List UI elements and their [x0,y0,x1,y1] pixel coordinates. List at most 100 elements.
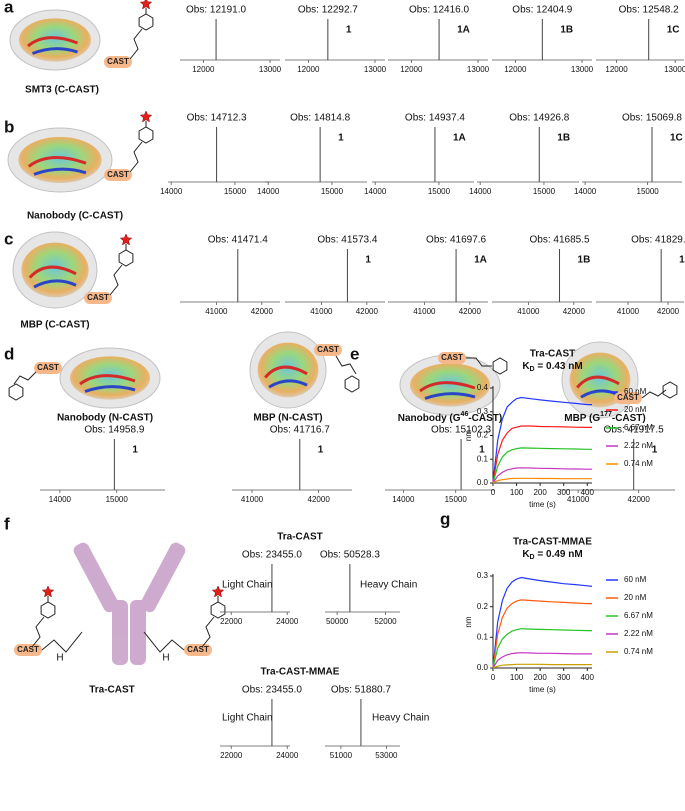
obs-label: Obs: 12292.7 [298,5,358,16]
star [139,0,153,10]
protein-name: MBP (N-CAST) [253,413,322,424]
x-tick-label: 14000 [257,187,280,196]
x-tick-label: 14000 [469,187,492,196]
legend-label: 0.74 nM [624,647,653,656]
cast-label: CAST [317,345,339,354]
protein-strand [424,392,476,400]
benzene-ring [118,249,134,267]
x-tick-label: 22000 [220,617,243,626]
x-axis-label: time (s) [529,500,556,509]
y-tick-label: 0.2 [477,431,489,440]
nh-label: H [162,653,169,664]
compound-tag: 1B [557,133,570,144]
sensorgram [492,628,592,669]
cast-label: CAST [187,645,209,654]
obs-label: Obs: 14937.4 [405,113,465,124]
bli-title: Tra-CAST-MMAE [513,537,592,548]
compound-tag: 1 [365,255,371,266]
protein-core [70,356,150,400]
sensorgram [492,599,592,669]
chain-label: Light Chain [222,580,273,591]
obs-label: Obs: 14814.8 [290,113,350,124]
x-tick-label: 200 [533,673,547,682]
compound-tag: 1B [578,255,591,266]
benzene-ring [492,357,508,375]
protein-name: Nanobody (G46-CAST) [398,411,502,423]
x-tick-label: 41000 [567,495,590,504]
x-tick-label: 41000 [413,307,436,316]
x-tick-label: 12000 [192,65,215,74]
compound-tag: 1C [670,133,683,144]
x-tick-label: 15000 [106,495,129,504]
obs-label: Obs: 12416.0 [409,5,469,16]
name-part: -CAST) [612,413,646,424]
protein-strand [84,385,136,393]
x-tick-label: 200 [533,488,547,497]
obs-label: Obs: 41697.6 [426,235,486,246]
star [119,233,133,246]
panel-letter: c [4,229,13,248]
x-tick-label: 15000 [224,187,247,196]
linker [13,371,37,385]
legend-label: 2.22 nM [624,629,653,638]
compound-tag: 1A [453,133,466,144]
obs-label: Obs: 15102.3 [431,425,491,436]
cast-box [34,362,62,374]
x-tick-label: 50000 [326,617,349,626]
bli-title: Tra-CAST [530,349,576,360]
compound-tag: 1C [667,25,680,36]
cast-box [84,292,112,304]
x-tick-label: 400 [581,673,595,682]
name-part: Nanobody (G [398,413,461,424]
x-tick-label: 100 [510,488,524,497]
compound-tag: 1 [318,445,324,456]
cast-label: CAST [617,393,639,402]
obs-label: Obs: 12191.0 [186,5,246,16]
cast-box [184,644,212,656]
protein-name: Tra-CAST [89,685,135,696]
x-tick-label: 12000 [297,65,320,74]
legend-label: 60 nM [624,575,647,584]
panel-letter: d [4,344,14,363]
kd-k: K [522,549,530,560]
protein-strand [264,365,308,379]
x-tick-label: 13000 [259,65,282,74]
x-tick-label: 42000 [251,307,274,316]
legend-label: 60 nM [624,387,647,396]
x-tick-label: 42000 [356,307,379,316]
x-tick-label: 13000 [467,65,490,74]
chain-label: Heavy Chain [360,580,417,591]
obs-label: Obs: 12404.9 [512,5,572,16]
chain-label: Heavy Chain [372,713,429,724]
x-tick-label: 13000 [364,65,387,74]
compound-tag: 1 [338,133,344,144]
x-tick-label: 100 [510,673,524,682]
y-tick-label: 0.1 [477,454,489,463]
kd-sub: D [530,366,535,373]
sensorgram [492,447,592,484]
legend-label: 6.67 nM [624,611,653,620]
panel-letter: a [4,0,14,16]
obs-label: Obs: 41716.7 [270,425,330,436]
cast-label: CAST [441,353,463,362]
compound-tag: 1 [132,445,138,456]
panel-letter: g [440,509,450,528]
protein-name: MBP (G177-CAST) [564,411,646,423]
protein-name: MBP (C-CAST) [20,320,89,331]
compound-tag: 1 [652,445,658,456]
sensorgram [492,477,592,484]
x-tick-label: 12000 [400,65,423,74]
obs-label: Obs: 23455.0 [242,685,302,696]
x-tick-label: 14000 [49,495,72,504]
cast-box [104,169,132,181]
obs-label: Obs: 41573.4 [317,235,377,246]
y-tick-label: 0.3 [477,571,489,580]
cast-box [314,344,342,356]
protein-name: Nanobody (C-CAST) [27,211,123,222]
x-tick-label: 14000 [160,187,183,196]
protein-strand [419,381,476,393]
obs-label: Obs: 14958.9 [84,425,144,436]
linker [335,355,357,375]
compound-tag: 1 [479,445,485,456]
